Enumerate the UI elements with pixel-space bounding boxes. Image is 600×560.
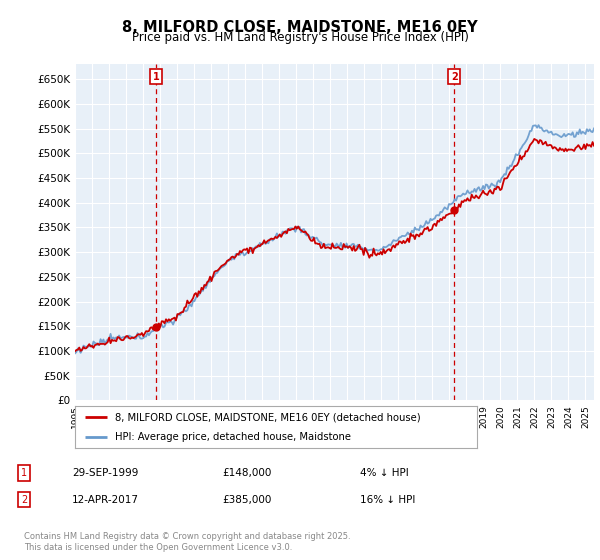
Text: £148,000: £148,000 — [222, 468, 271, 478]
Text: £385,000: £385,000 — [222, 494, 271, 505]
Text: 8, MILFORD CLOSE, MAIDSTONE, ME16 0EY: 8, MILFORD CLOSE, MAIDSTONE, ME16 0EY — [122, 20, 478, 35]
Text: 8, MILFORD CLOSE, MAIDSTONE, ME16 0EY (detached house): 8, MILFORD CLOSE, MAIDSTONE, ME16 0EY (d… — [115, 412, 421, 422]
Text: Price paid vs. HM Land Registry's House Price Index (HPI): Price paid vs. HM Land Registry's House … — [131, 31, 469, 44]
Text: 1: 1 — [21, 468, 27, 478]
Text: Contains HM Land Registry data © Crown copyright and database right 2025.
This d: Contains HM Land Registry data © Crown c… — [24, 532, 350, 552]
Text: 1: 1 — [152, 72, 159, 82]
Text: 2: 2 — [21, 494, 27, 505]
Text: 16% ↓ HPI: 16% ↓ HPI — [360, 494, 415, 505]
Text: HPI: Average price, detached house, Maidstone: HPI: Average price, detached house, Maid… — [115, 432, 351, 442]
Text: 12-APR-2017: 12-APR-2017 — [72, 494, 139, 505]
Text: 4% ↓ HPI: 4% ↓ HPI — [360, 468, 409, 478]
Text: 29-SEP-1999: 29-SEP-1999 — [72, 468, 139, 478]
Text: 2: 2 — [451, 72, 458, 82]
